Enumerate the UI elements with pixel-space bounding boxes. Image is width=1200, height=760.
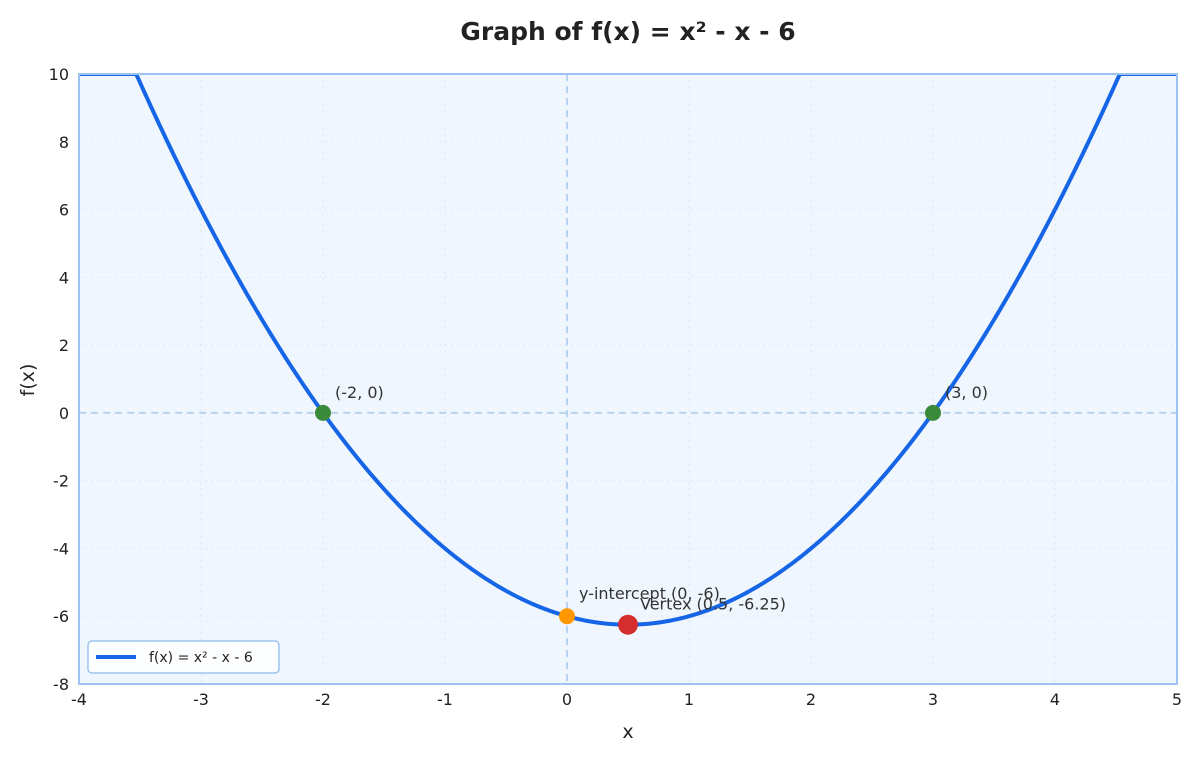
x-tick-label: 5 — [1172, 690, 1182, 709]
point-label: (-2, 0) — [335, 383, 384, 402]
y-tick-label: 8 — [59, 133, 69, 152]
point-label: y-intercept (0, -6) — [579, 584, 720, 603]
y-tick-label: -8 — [53, 675, 69, 694]
point-label: Vertex (0.5, -6.25) — [640, 595, 786, 614]
chart-title: Graph of f(x) = x² - x - 6 — [460, 17, 795, 46]
x-tick-label: 4 — [1050, 690, 1060, 709]
point-labels: (-2, 0) (3, 0) y-intercept (0, -6)Vertex (… — [335, 383, 988, 614]
plot-area — [79, 74, 1177, 684]
y-tick-label: 2 — [59, 336, 69, 355]
y-tick-labels: -8 -6 -4 -2 0 2 4 6 8 10 — [49, 65, 69, 694]
legend-label: f(x) = x² - x - 6 — [149, 650, 253, 666]
x-tick-label: 3 — [928, 690, 938, 709]
points-layer — [315, 404, 941, 635]
x-tick-label: 0 — [562, 690, 572, 709]
y-tick-label: 10 — [49, 65, 69, 84]
legend: f(x) = x² - x - 6 — [87, 640, 280, 674]
y-tick-label: 6 — [59, 201, 69, 220]
y-tick-label: -2 — [53, 472, 69, 491]
data-point — [925, 404, 941, 421]
y-tick-label: 0 — [59, 404, 69, 423]
x-tick-label: -1 — [437, 690, 453, 709]
x-tick-label: -3 — [193, 690, 209, 709]
x-tick-label: -2 — [315, 690, 331, 709]
data-point — [559, 608, 575, 625]
y-axis-label: f(x) — [17, 364, 39, 397]
plot-frame — [78, 73, 1178, 685]
data-point — [618, 614, 638, 635]
y-tick-label: 4 — [59, 268, 69, 287]
y-tick-label: -6 — [53, 607, 69, 626]
legend-box — [87, 640, 280, 674]
data-point — [315, 404, 331, 421]
y-tick-label: -4 — [53, 539, 69, 558]
x-tick-labels: -4 -3 -2 -1 0 1 2 3 4 5 — [71, 690, 1182, 709]
x-axis-label: x — [622, 721, 633, 743]
zero-axes — [79, 74, 1177, 684]
x-tick-label: 1 — [684, 690, 694, 709]
x-tick-label: 2 — [806, 690, 816, 709]
x-tick-label: -4 — [71, 690, 87, 709]
point-label: (3, 0) — [945, 383, 988, 402]
